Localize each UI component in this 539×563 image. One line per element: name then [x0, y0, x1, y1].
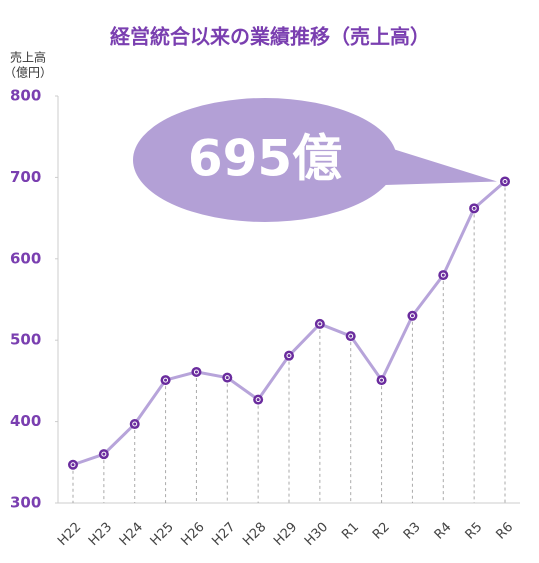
data-point-inner — [286, 353, 292, 359]
y-tick-label: 600 — [10, 249, 41, 267]
data-point — [160, 375, 171, 386]
chart-title: 経営統合以来の業績推移（売上高） — [110, 25, 430, 49]
data-point — [129, 419, 140, 430]
data-point — [438, 270, 449, 281]
data-point-inner — [348, 333, 354, 339]
data-point — [284, 350, 294, 361]
x-tick-label: H30 — [302, 520, 331, 549]
data-point — [407, 310, 418, 321]
data-point-inner — [193, 369, 199, 375]
x-tick-label: R4 — [432, 520, 455, 543]
x-tick-label: R3 — [401, 520, 424, 543]
y-tick-label: 300 — [10, 494, 41, 512]
x-tick-label: H29 — [271, 520, 300, 549]
x-tick-label: H27 — [209, 520, 238, 549]
x-tick-label: H23 — [86, 520, 115, 549]
data-point — [68, 459, 78, 470]
y-tick-label: 800 — [10, 87, 41, 105]
x-tick-label: H22 — [55, 520, 84, 549]
y-tick-label: 500 — [10, 331, 41, 349]
data-point — [253, 394, 264, 405]
y-tick-label: 700 — [10, 168, 41, 186]
data-point-inner — [163, 377, 169, 383]
callout-label: 695億 — [188, 130, 342, 188]
data-point — [222, 372, 233, 383]
callout — [133, 98, 397, 222]
y-axis-label: 売上高 — [10, 50, 46, 65]
data-point — [500, 176, 510, 187]
data-point-inner — [502, 178, 508, 184]
data-point-inner — [471, 205, 477, 211]
x-tick-label: H25 — [148, 520, 177, 549]
x-tick-label: R1 — [339, 520, 362, 543]
x-tick-label: R2 — [370, 520, 393, 543]
data-point-inner — [317, 321, 323, 327]
data-point-inner — [379, 377, 385, 383]
x-tick-label: R6 — [493, 520, 516, 543]
data-point-inner — [70, 462, 76, 468]
data-point-inner — [409, 313, 415, 319]
data-point — [191, 366, 202, 377]
y-axis-unit: （億円） — [4, 66, 52, 80]
x-tick-label: H24 — [117, 520, 146, 549]
data-point — [345, 331, 356, 342]
data-point — [469, 203, 480, 214]
callout-tail — [380, 145, 497, 185]
data-point — [314, 318, 325, 329]
data-point-inner — [132, 421, 138, 427]
data-point-inner — [101, 451, 107, 457]
data-point-inner — [224, 375, 230, 381]
x-tick-label: H28 — [240, 520, 269, 549]
data-point — [376, 375, 387, 386]
data-point-inner — [255, 397, 261, 403]
y-tick-label: 400 — [10, 412, 41, 430]
data-point — [98, 449, 109, 460]
data-point-inner — [440, 272, 446, 278]
x-tick-label: R5 — [463, 520, 486, 543]
x-tick-label: H26 — [179, 520, 208, 549]
